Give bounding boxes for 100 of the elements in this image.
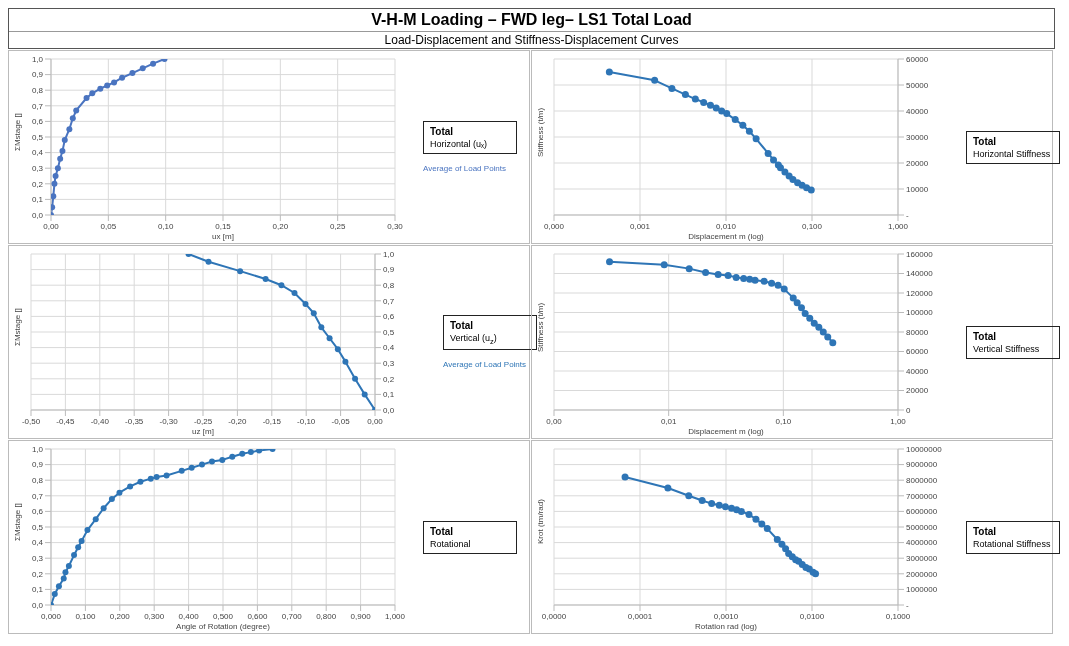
x-tick-label: 0,001 <box>629 221 651 231</box>
text: Rotational Stiffness <box>973 538 1052 549</box>
y-tick-label: 60000 <box>906 347 929 357</box>
x-tick-label: 0,0000 <box>541 611 567 621</box>
y-tick-label: 2000000 <box>906 569 938 579</box>
y-tick-label: 0,2 <box>31 179 44 189</box>
x-tick-label: 0,10 <box>775 416 792 426</box>
x-tick-label: 0,600 <box>247 611 268 621</box>
x-tick-label: 0,400 <box>178 611 200 621</box>
y-tick-label: 120000 <box>906 288 934 298</box>
y-tick-label: 0,0 <box>383 405 395 415</box>
x-tick-label: -0,20 <box>228 416 248 426</box>
x-axis-title: Rotation rad (log) <box>695 622 758 631</box>
y-tick-label: 0,3 <box>31 164 44 174</box>
y-tick-label: 0,1 <box>31 585 44 595</box>
y-tick-label: 0,9 <box>31 70 44 80</box>
y-axis-title: Krot (tm/rad) <box>536 498 545 547</box>
y-tick-label: 0,4 <box>31 148 44 158</box>
y-tick-label: 0,4 <box>383 343 395 353</box>
text: V-H-M Loading – FWD leg– LS1 Total Load <box>9 9 1054 32</box>
y-tick-label: 0,8 <box>31 476 44 486</box>
y-tick-label: 0,7 <box>383 296 395 306</box>
y-tick-label: 0,2 <box>31 569 44 579</box>
y-tick-label: 10000 <box>906 184 929 194</box>
x-tick-label: 1,000 <box>887 221 909 231</box>
y-tick-label: 20000 <box>906 158 929 168</box>
y-axis-title: ΣMstage [] <box>13 502 22 543</box>
y-tick-label: 0,0 <box>31 210 44 220</box>
x-tick-label: 0,0010 <box>713 611 739 621</box>
x-tick-label: -0,15 <box>262 416 282 426</box>
x-tick-label: 0,100 <box>801 221 823 231</box>
y-tick-label: 3000000 <box>906 554 938 564</box>
text: Total <box>430 525 455 537</box>
y-tick-label: 4000000 <box>906 538 938 548</box>
text: Vertical Stiffness <box>973 343 1041 354</box>
x-tick-label: 1,000 <box>384 611 406 621</box>
text: Rotational <box>430 538 472 549</box>
x-tick-label: 0,100 <box>75 611 96 621</box>
x-tick-label: 0,05 <box>100 221 117 231</box>
y-tick-label: 1000000 <box>906 585 938 595</box>
y-tick-label: 1,0 <box>31 54 44 64</box>
x-tick-label: -0,10 <box>297 416 316 426</box>
text: Total <box>973 135 998 147</box>
x-tick-label: 0,000 <box>40 611 62 621</box>
x-tick-label: -0,05 <box>331 416 351 426</box>
x-tick-label: -0,45 <box>56 416 76 426</box>
y-tick-label: 0,2 <box>383 374 395 384</box>
text: Vertical (u$_{z}$) <box>450 332 498 346</box>
y-axis-title: Stiffness (t/m) <box>536 301 545 354</box>
y-tick-label: 0,9 <box>383 265 395 275</box>
text: Average of Load Points <box>423 164 508 173</box>
y-tick-label: - <box>906 600 909 610</box>
text: Total <box>973 525 998 537</box>
text: Total <box>430 126 455 137</box>
x-tick-label: 0,300 <box>144 611 165 621</box>
y-tick-label: 100000 <box>906 308 934 318</box>
x-tick-label: 0,10 <box>157 221 174 231</box>
x-tick-label: -0,25 <box>193 416 213 426</box>
x-tick-label: -0,35 <box>125 416 144 426</box>
text: Horizontal Stiffness <box>973 148 1052 159</box>
x-tick-label: 0,900 <box>350 611 372 621</box>
y-tick-label: 0,7 <box>31 491 44 501</box>
y-tick-label: 0,6 <box>31 507 44 517</box>
x-tick-label: 0,700 <box>281 611 303 621</box>
y-tick-label: 0,1 <box>383 390 395 400</box>
y-tick-label: 1,0 <box>31 444 44 454</box>
y-axis-title: ΣMstage [] <box>13 112 22 153</box>
y-tick-label: 0,6 <box>31 117 44 127</box>
y-tick-label: 0,4 <box>31 538 44 548</box>
y-tick-label: 40000 <box>906 106 929 116</box>
y-tick-label: 1,0 <box>383 249 395 259</box>
y-tick-label: 60000 <box>906 54 929 64</box>
x-axis-title: Angle of Rotation (degree) <box>176 622 271 631</box>
x-tick-label: 0,00 <box>367 416 384 426</box>
y-tick-label: 50000 <box>906 80 929 90</box>
y-tick-label: 160000 <box>906 249 934 259</box>
x-tick-label: 0,000 <box>543 221 565 231</box>
x-tick-label: 0,200 <box>109 611 131 621</box>
x-tick-label: 0,500 <box>212 611 234 621</box>
y-tick-label: 0,8 <box>31 86 44 96</box>
y-tick-label: 9000000 <box>906 460 938 470</box>
x-tick-label: 0,20 <box>272 221 289 231</box>
y-axis-title: Stiffness (t/m) <box>536 106 545 159</box>
x-tick-label: 0,1000 <box>885 611 911 621</box>
y-tick-label: 30000 <box>906 132 929 142</box>
x-tick-label: 0,00 <box>43 221 60 231</box>
x-tick-label: 0,25 <box>329 221 346 231</box>
y-tick-label: 40000 <box>906 366 929 376</box>
x-tick-label: 0,30 <box>387 221 404 231</box>
text: Total <box>450 319 475 331</box>
y-tick-label: 20000 <box>906 386 929 396</box>
y-tick-label: 6000000 <box>906 507 938 517</box>
y-tick-label: 0,5 <box>31 132 44 142</box>
y-tick-label: 0,5 <box>383 327 395 337</box>
y-tick-label: 0,6 <box>383 312 395 322</box>
y-tick-label: 7000000 <box>906 491 938 501</box>
text: Total <box>973 330 998 342</box>
x-axis-title: Displacement m (log) <box>688 232 765 241</box>
y-tick-label: - <box>906 210 909 220</box>
x-tick-label: -0,40 <box>90 416 110 426</box>
